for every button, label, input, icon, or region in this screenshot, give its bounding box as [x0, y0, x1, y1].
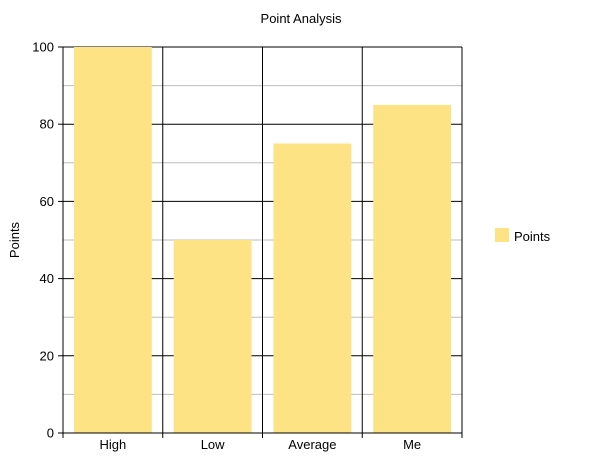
x-tick-label: Low: [201, 437, 225, 452]
x-tick-label: High: [100, 437, 127, 452]
y-tick-label: 80: [40, 117, 54, 132]
bars: [73, 47, 452, 434]
x-tick-label: Me: [403, 437, 421, 452]
legend-swatch: [495, 228, 509, 242]
bar: [373, 104, 452, 434]
y-axis-label: Points: [7, 221, 22, 258]
y-tick-label: 100: [32, 40, 54, 55]
x-tick-label: Average: [288, 437, 336, 452]
legend: Points: [495, 228, 551, 244]
chart-title: Point Analysis: [261, 11, 342, 26]
bar: [73, 47, 152, 433]
y-tick-label: 0: [47, 426, 54, 441]
x-axis-ticks: High Low Average Me: [62, 433, 463, 452]
bar: [273, 143, 352, 433]
axes: [59, 47, 462, 437]
bar: [173, 240, 252, 433]
y-axis-ticks: 0 20 40 60 80 100: [32, 40, 63, 441]
y-tick-label: 20: [40, 348, 54, 363]
y-tick-label: 60: [40, 194, 54, 209]
legend-label: Points: [514, 229, 551, 244]
y-tick-label: 40: [40, 271, 54, 286]
